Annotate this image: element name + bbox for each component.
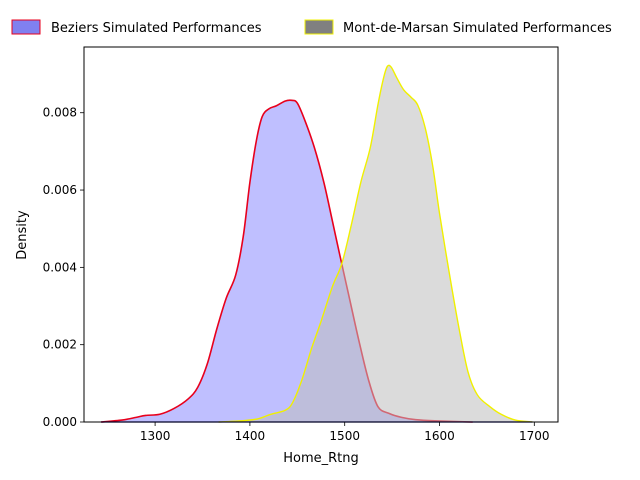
y-axis-ticks: 0.000 0.002 0.004 0.006 0.008 — [43, 106, 84, 429]
x-tick-label: 1300 — [140, 429, 171, 443]
x-tick-label: 1400 — [235, 429, 266, 443]
y-tick-label: 0.000 — [43, 415, 77, 429]
legend-swatch-mont-de-marsan — [304, 19, 334, 35]
x-axis-label: Home_Rtng — [283, 451, 359, 466]
x-tick-label: 1500 — [329, 429, 360, 443]
y-tick-label: 0.006 — [43, 183, 77, 197]
x-tick-label: 1600 — [424, 429, 455, 443]
series-1-area — [218, 65, 533, 422]
plot-area: 1300 1400 1500 1600 1700 0.0000.0020.0040.00… — [43, 46, 559, 443]
legend: Beziers Simulated Performances Mont-de-M… — [11, 19, 612, 36]
series-layer — [100, 64, 533, 423]
x-tick-label: 1700 — [519, 429, 550, 443]
y-tick-label: 0.002 — [43, 338, 77, 352]
legend-label-beziers: Beziers Simulated Performances — [51, 21, 262, 36]
legend-label-mont-de-marsan: Mont-de-Marsan Simulated Performances — [343, 21, 612, 36]
x-axis-ticks: 1300 1400 1500 1600 1700 — [140, 422, 550, 443]
legend-swatch-beziers — [11, 19, 41, 35]
axes-frame — [83, 46, 559, 423]
y-tick-label: 0.004 — [43, 260, 77, 274]
series-0-area — [101, 100, 473, 422]
y-axis-label: Density — [15, 210, 30, 260]
y-tick-label: 0.008 — [43, 106, 77, 120]
series-1-curve — [218, 64, 533, 423]
